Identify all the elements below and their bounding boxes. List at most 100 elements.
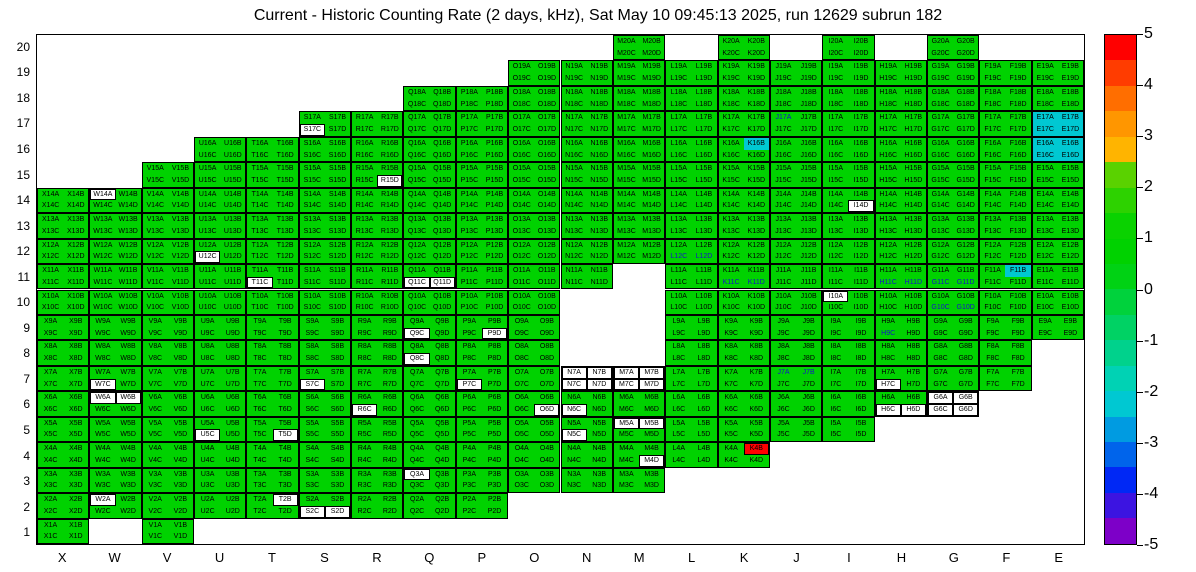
- heatmap-subcell-L10D: L10D: [695, 304, 713, 312]
- heatmap-cell-L11: L11A L11B L11C L11D: [665, 264, 718, 290]
- heatmap-subcell-L15A: L15A: [670, 165, 687, 173]
- heatmap-subcell-N11C: N11C: [565, 278, 583, 286]
- heatmap-subcell-T12A: T12A: [251, 241, 269, 249]
- heatmap-subcell-J6B: J6B: [802, 394, 815, 402]
- heatmap-subcell-Q4A: Q4A: [410, 445, 425, 453]
- heatmap-cell-G7: G7A G7B G7C G7D: [926, 365, 980, 392]
- heatmap-subcell-I13D: I13D: [853, 227, 869, 235]
- heatmap-subcell-O14D: O14D: [537, 202, 557, 210]
- heatmap-cell-P10: P10A P10B P10C P10D: [455, 289, 509, 315]
- heatmap-subcell-T2C: T2C: [253, 507, 267, 515]
- heatmap-subcell-M5A: M5A: [613, 417, 640, 430]
- heatmap-cell-F15: F15A F15B F15C F15D: [979, 162, 1032, 188]
- heatmap-subcell-K7D: K7D: [749, 380, 764, 388]
- heatmap-cell-I16: I16A I16B I16C I16D: [822, 136, 875, 163]
- heatmap-cell-T16: T16A T16B T16C T16D: [246, 136, 299, 163]
- heatmap-cell-U16: U16A U16B U16C U16D: [194, 136, 247, 163]
- heatmap-subcell-T9C: T9C: [253, 329, 267, 337]
- heatmap-subcell-S9B: S9B: [330, 317, 345, 325]
- heatmap-cell-K5: K5A K5B K5C K5D: [717, 416, 770, 443]
- heatmap-subcell-M18B: M18B: [642, 88, 661, 96]
- colorbar-tick-label: -2: [1144, 382, 1159, 400]
- heatmap-subcell-K4B: K4B: [743, 443, 769, 455]
- heatmap-subcell-G17B: G17B: [956, 114, 975, 122]
- heatmap-subcell-H10B: H10B: [904, 292, 923, 300]
- heatmap-cell-F17: F17A F17B F17C F17D: [979, 111, 1032, 137]
- heatmap-subcell-S9D: S9D: [330, 329, 345, 337]
- heatmap-subcell-X2A: X2A: [43, 496, 58, 504]
- heatmap-subcell-U4B: U4B: [225, 445, 240, 453]
- heatmap-subcell-I11A: I11A: [828, 267, 843, 275]
- heatmap-subcell-O3B: O3B: [539, 470, 554, 478]
- heatmap-subcell-P17B: P17B: [485, 114, 504, 122]
- heatmap-subcell-G10A: G10A: [931, 292, 950, 300]
- x-axis-label-K: K: [739, 550, 749, 565]
- heatmap-subcell-E10B: E10B: [1061, 292, 1079, 300]
- heatmap-cell-U14: U14A U14B U14C U14D: [194, 187, 247, 214]
- heatmap-subcell-K12B: K12B: [747, 241, 765, 249]
- heatmap-subcell-T4B: T4B: [278, 445, 292, 453]
- heatmap-subcell-R7C: R7C: [357, 380, 372, 388]
- heatmap-cell-T14: T14A T14B T14C T14D: [246, 187, 299, 214]
- heatmap-subcell-P16B: P16B: [485, 139, 504, 147]
- heatmap-subcell-T15D: T15D: [276, 176, 294, 184]
- heatmap-subcell-Q10A: Q10A: [408, 292, 426, 300]
- heatmap-subcell-N3B: N3B: [592, 470, 607, 478]
- heatmap-subcell-N4C: N4C: [567, 456, 582, 464]
- heatmap-subcell-X1C: X1C: [43, 533, 58, 541]
- heatmap-cell-R3: R3A R3B R3C R3D: [351, 467, 404, 494]
- heatmap-cell-F18: F18A F18B F18C F18D: [979, 85, 1032, 112]
- heatmap-subcell-J16D: J16D: [800, 151, 817, 159]
- colorbar-band: [1105, 263, 1136, 290]
- heatmap-subcell-L18A: L18A: [670, 88, 687, 96]
- heatmap-subcell-E9B: E9B: [1063, 317, 1078, 325]
- heatmap-cell-Q17: Q17A Q17B Q17C Q17D: [403, 111, 456, 137]
- heatmap-cell-R7: R7A R7B R7C R7D: [351, 365, 404, 392]
- heatmap-subcell-O16C: O16C: [512, 151, 531, 159]
- heatmap-subcell-G13C: G13C: [931, 227, 950, 235]
- heatmap-subcell-G17A: G17A: [931, 114, 950, 122]
- heatmap-subcell-N6B: N6B: [592, 394, 607, 402]
- heatmap-subcell-J12C: J12C: [775, 253, 792, 261]
- heatmap-subcell-F19D: F19D: [1009, 75, 1027, 83]
- heatmap-subcell-P13B: P13B: [485, 216, 504, 224]
- heatmap-cell-Q2: Q2A Q2B Q2C Q2D: [403, 493, 456, 519]
- heatmap-subcell-P8B: P8B: [487, 343, 502, 351]
- heatmap-subcell-K7C: K7C: [724, 380, 738, 388]
- heatmap-subcell-X14D: X14D: [67, 202, 85, 210]
- heatmap-subcell-V7C: V7C: [148, 380, 163, 388]
- colorbar-band: [1105, 85, 1136, 112]
- heatmap-cell-W11: W11A W11B W11C W11D: [89, 264, 142, 290]
- heatmap-cell-H8: H8A H8B H8C H8D: [874, 340, 927, 366]
- heatmap-subcell-S6C: S6C: [305, 406, 320, 414]
- heatmap-subcell-G13A: G13A: [931, 216, 950, 224]
- heatmap-subcell-H6C: H6C: [875, 404, 901, 416]
- heatmap-subcell-K11C: K11C: [722, 278, 740, 286]
- heatmap-subcell-E19D: E19D: [1061, 75, 1080, 83]
- heatmap-subcell-Q14A: Q14A: [408, 190, 426, 198]
- heatmap-subcell-Q7A: Q7A: [410, 368, 425, 376]
- heatmap-subcell-S4B: S4B: [330, 445, 345, 453]
- heatmap-subcell-J14D: J14D: [800, 202, 817, 210]
- heatmap-cell-I20: I20A I20B I20C I20D: [822, 35, 875, 61]
- heatmap-subcell-U4C: U4C: [200, 456, 215, 464]
- y-axis-label-20: 20: [16, 39, 30, 54]
- heatmap-subcell-F18A: F18A: [984, 88, 1002, 96]
- heatmap-subcell-Q17A: Q17A: [408, 114, 426, 122]
- x-axis-label-O: O: [529, 550, 540, 565]
- heatmap-subcell-G6C: G6C: [927, 404, 954, 416]
- heatmap-subcell-R8D: R8D: [382, 355, 397, 363]
- heatmap-subcell-M17C: M17C: [617, 126, 636, 134]
- heatmap-subcell-X10B: X10B: [67, 292, 85, 300]
- heatmap-subcell-W9C: W9C: [95, 329, 111, 337]
- heatmap-subcell-G7B: G7B: [958, 368, 973, 376]
- heatmap-subcell-T5A: T5A: [253, 419, 267, 427]
- heatmap-subcell-J9C: J9C: [777, 329, 790, 337]
- heatmap-subcell-P4D: P4D: [487, 456, 502, 464]
- heatmap-subcell-O16A: O16A: [512, 139, 531, 147]
- heatmap-subcell-R12A: R12A: [355, 241, 374, 249]
- heatmap-subcell-E15C: E15C: [1036, 176, 1054, 184]
- heatmap-subcell-W13A: W13A: [93, 216, 113, 224]
- heatmap-subcell-H17D: H17D: [904, 126, 923, 134]
- heatmap-subcell-I9C: I9C: [830, 329, 842, 337]
